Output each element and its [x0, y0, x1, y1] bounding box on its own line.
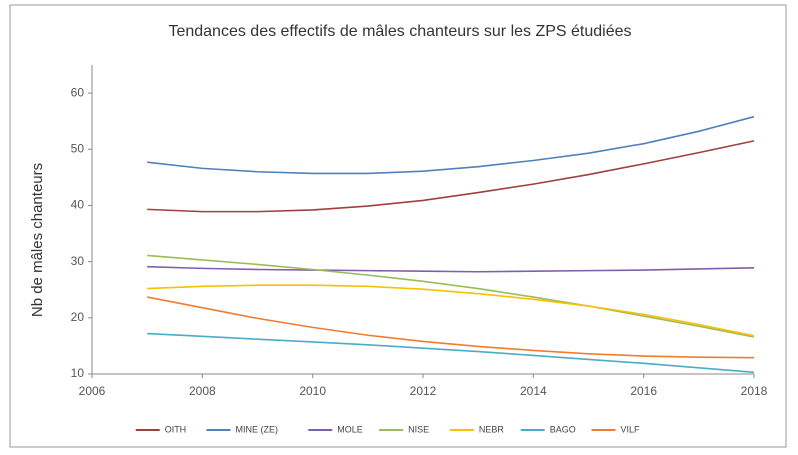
y-tick-label: 60	[71, 85, 85, 99]
series-line	[147, 115, 755, 175]
series-line	[147, 332, 755, 374]
x-tick-label: 2008	[189, 384, 216, 398]
series-line	[147, 265, 755, 273]
x-tick-label: 2012	[410, 384, 437, 398]
y-tick-label: 30	[71, 254, 85, 268]
legend-label: BAGO	[550, 424, 576, 434]
y-tick-label: 20	[71, 310, 85, 324]
y-tick-label: 10	[71, 366, 85, 380]
series-line	[147, 296, 755, 359]
legend-label: OITH	[165, 424, 187, 434]
series-line	[147, 254, 755, 338]
legend-label: MINE (ZE)	[236, 424, 279, 434]
x-tick-label: 2006	[79, 384, 106, 398]
chart-title: Tendances des effectifs de mâles chanteu…	[168, 23, 631, 40]
y-tick-label: 50	[71, 141, 85, 155]
x-tick-label: 2014	[520, 384, 547, 398]
y-tick-label: 40	[71, 198, 85, 212]
series-line	[147, 140, 755, 213]
y-axis-label: Nb de mâles chanteurs	[29, 163, 46, 317]
legend-label: NISE	[408, 424, 429, 434]
x-tick-label: 2016	[630, 384, 657, 398]
legend-label: VILF	[621, 424, 641, 434]
x-tick-label: 2018	[741, 384, 768, 398]
x-tick-label: 2010	[299, 384, 326, 398]
series-line	[147, 284, 755, 337]
chart-border	[9, 4, 787, 448]
legend-label: NEBR	[479, 424, 505, 434]
legend-label: MOLE	[337, 424, 363, 434]
